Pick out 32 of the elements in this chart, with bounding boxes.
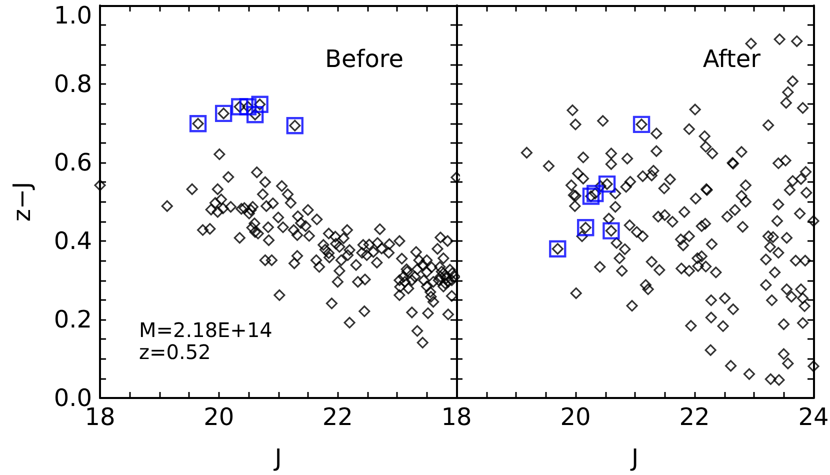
y-tick-label: 0.2 (54, 306, 92, 334)
point (251, 96, 268, 114)
point (577, 219, 594, 236)
annotation: z=0.52 (139, 340, 211, 364)
point (214, 104, 232, 122)
point (231, 98, 248, 116)
point (246, 106, 264, 124)
point (632, 116, 650, 134)
point (598, 175, 616, 193)
x-axis-title: J (629, 444, 639, 472)
y-tick-label: 0.4 (54, 227, 92, 255)
x-axis-title: J (272, 444, 282, 472)
text: After (702, 45, 761, 73)
y-tick-label: 0.6 (54, 148, 92, 176)
x-tick-label: 22 (679, 403, 710, 431)
x-tick-label: 20 (204, 403, 234, 431)
point (602, 222, 620, 240)
point (586, 184, 604, 202)
x-tick-label: 18 (441, 403, 472, 431)
x-tick-label: 22 (322, 403, 353, 431)
y-axis-title: z−J (8, 182, 36, 222)
point (549, 240, 566, 258)
text: Before (325, 45, 404, 73)
y-tick-label: 1.0 (54, 2, 92, 30)
x-tick-label: 24 (798, 403, 829, 431)
annotation: M=2.18E+14 (139, 318, 272, 342)
point (189, 115, 207, 132)
point (286, 117, 304, 134)
y-tick-label: 0.8 (54, 70, 92, 98)
point (582, 188, 600, 205)
point (239, 98, 257, 116)
x-tick-label: 20 (560, 403, 591, 431)
